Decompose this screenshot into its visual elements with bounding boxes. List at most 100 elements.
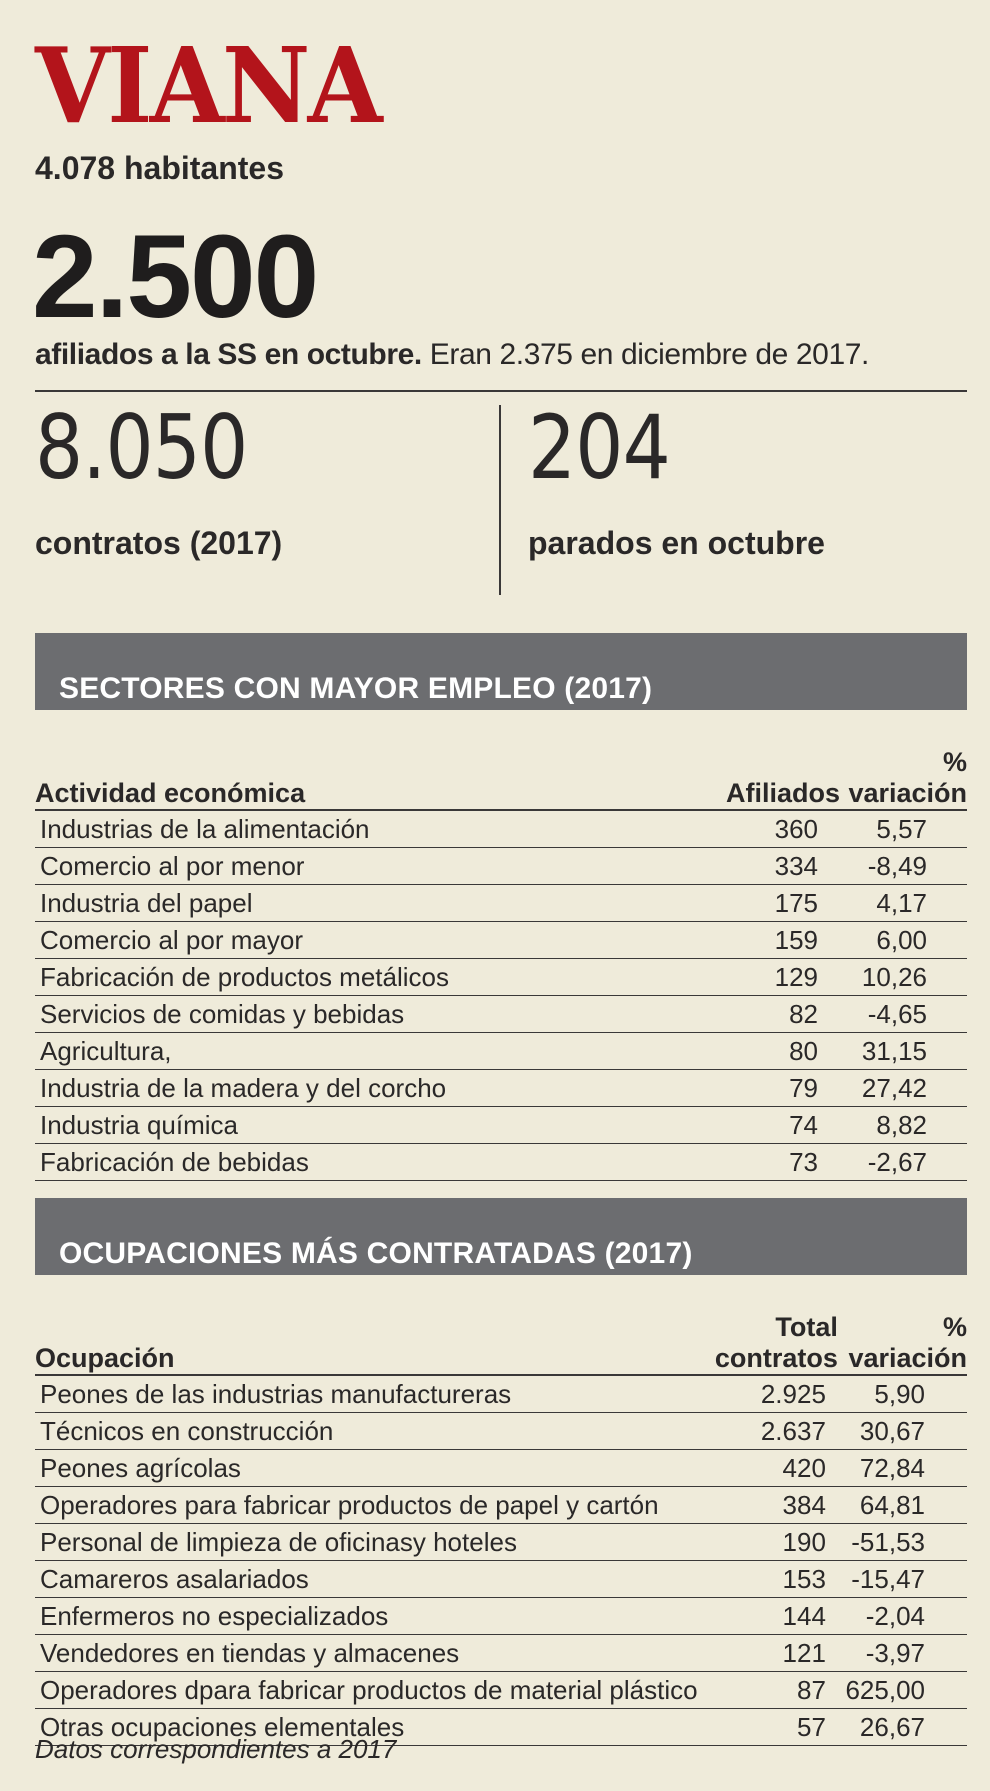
population-text: 4.078 habitantes — [35, 150, 284, 186]
row-label: Industria de la madera y del corcho — [35, 1069, 695, 1107]
row-label: Industria del papel — [35, 884, 695, 922]
table-row: Fabricación de productos metálicos 129 10,… — [35, 958, 967, 996]
unemployed-label: parados en octubre — [528, 525, 825, 561]
column-header: Ocupación — [35, 1312, 715, 1376]
row-variation: 10,26 — [840, 958, 967, 996]
town-title: VIANA — [35, 24, 383, 147]
row-label: Fabricación de productos metálicos — [35, 958, 695, 996]
row-count: 2.637 — [714, 1412, 838, 1450]
table-row: Industria de la madera y del corcho 79 27,… — [35, 1069, 967, 1107]
row-count: 190 — [714, 1523, 838, 1561]
row-count: 57 — [714, 1708, 838, 1746]
row-count: 121 — [714, 1634, 838, 1672]
row-label: Personal de limpieza de oficinasy hotele… — [35, 1523, 715, 1561]
contracts-label: contratos (2017) — [35, 525, 283, 561]
row-count: 82 — [695, 995, 840, 1033]
table-row: Camareros asalariados 153 -15,47 — [35, 1560, 967, 1598]
row-variation: -51,53 — [837, 1523, 967, 1561]
row-label: Peones de las industrias manufactureras — [35, 1375, 715, 1413]
row-variation: 4,17 — [840, 884, 967, 922]
table-row: Servicios de comidas y bebidas 82 -4,65 — [35, 995, 967, 1033]
row-label: Agricultura, — [35, 1032, 695, 1070]
row-variation: 31,15 — [840, 1032, 967, 1070]
row-count: 384 — [714, 1486, 838, 1524]
column-header: Afiliados — [695, 747, 840, 811]
table-row: Otras ocupaciones elementales 57 26,67 — [35, 1708, 967, 1746]
row-variation: 6,00 — [840, 921, 967, 959]
row-label: Enfermeros no especializados — [35, 1597, 715, 1635]
row-label: Fabricación de bebidas — [35, 1143, 695, 1181]
column-header: % variación — [837, 1312, 967, 1376]
row-label: Operadores dpara fabricar productos de m… — [35, 1671, 715, 1709]
table-row: Comercio al por menor 334 -8,49 — [35, 847, 967, 885]
row-count: 73 — [695, 1143, 840, 1181]
footnote: Datos correspondientes a 2017 — [35, 1734, 397, 1764]
row-label: Técnicos en construcción — [35, 1412, 715, 1450]
column-header: Total contratos — [714, 1312, 838, 1376]
row-variation: -3,97 — [837, 1634, 967, 1672]
row-count: 360 — [695, 810, 840, 848]
row-variation: 30,67 — [837, 1412, 967, 1450]
occupations-table: Ocupación Total contratos % variación Pe… — [35, 1312, 967, 1746]
sectors-header-band: SECTORES CON MAYOR EMPLEO (2017) — [35, 633, 967, 710]
table-row: Operadores para fabricar productos de pa… — [35, 1486, 967, 1524]
affiliates-caption-rest: Eran 2.375 en diciembre de 2017. — [421, 338, 870, 371]
row-variation: 64,81 — [837, 1486, 967, 1524]
table-row: Industrias de la alimentación 360 5,57 — [35, 810, 967, 848]
row-count: 79 — [695, 1069, 840, 1107]
row-count: 159 — [695, 921, 840, 959]
row-count: 420 — [714, 1449, 838, 1487]
stats-divider — [499, 405, 501, 595]
row-label: Operadores para fabricar productos de pa… — [35, 1486, 715, 1524]
row-count: 144 — [714, 1597, 838, 1635]
table-row: Enfermeros no especializados 144 -2,04 — [35, 1597, 967, 1635]
row-variation: 5,57 — [840, 810, 967, 848]
row-label: Otras ocupaciones elementales — [35, 1708, 715, 1746]
table-row: Agricultura, 80 31,15 — [35, 1032, 967, 1070]
occupations-title: OCUPACIONES MÁS CONTRATADAS (2017) — [59, 1237, 693, 1270]
row-label: Industria química — [35, 1106, 695, 1144]
table-header-row: Ocupación Total contratos % variación — [35, 1312, 967, 1376]
table-row: Vendedores en tiendas y almacenes 121 -3,9… — [35, 1634, 967, 1672]
row-variation: -2,67 — [840, 1143, 967, 1181]
table-row: Fabricación de bebidas 73 -2,67 — [35, 1143, 967, 1181]
row-variation: 5,90 — [837, 1375, 967, 1413]
row-label: Peones agrícolas — [35, 1449, 715, 1487]
table-row: Industria química 74 8,82 — [35, 1106, 967, 1144]
occupations-header-band: OCUPACIONES MÁS CONTRATADAS (2017) — [35, 1198, 967, 1275]
row-label: Servicios de comidas y bebidas — [35, 995, 695, 1033]
row-label: Comercio al por menor — [35, 847, 695, 885]
row-count: 334 — [695, 847, 840, 885]
table-row: Industria del papel 175 4,17 — [35, 884, 967, 922]
affiliates-number: 2.500 — [32, 211, 319, 343]
row-label: Comercio al por mayor — [35, 921, 695, 959]
table-header-row: Actividad económica Afiliados % variació… — [35, 747, 967, 811]
table-row: Técnicos en construcción 2.637 30,67 — [35, 1412, 967, 1450]
row-label: Camareros asalariados — [35, 1560, 715, 1598]
row-variation: 72,84 — [837, 1449, 967, 1487]
row-variation: -2,04 — [837, 1597, 967, 1635]
row-count: 74 — [695, 1106, 840, 1144]
row-count: 129 — [695, 958, 840, 996]
row-label: Industrias de la alimentación — [35, 810, 695, 848]
sectors-table: Actividad económica Afiliados % variació… — [35, 747, 967, 1181]
divider — [35, 390, 967, 392]
row-variation: -15,47 — [837, 1560, 967, 1598]
row-variation: -4,65 — [840, 995, 967, 1033]
row-count: 87 — [714, 1671, 838, 1709]
table-row: Operadores dpara fabricar productos de m… — [35, 1671, 967, 1709]
unemployed-number: 204 — [528, 396, 671, 499]
table-row: Peones agrícolas 420 72,84 — [35, 1449, 967, 1487]
table-row: Personal de limpieza de oficinasy hotele… — [35, 1523, 967, 1561]
contracts-number: 8.050 — [35, 396, 248, 499]
table-row: Comercio al por mayor 159 6,00 — [35, 921, 967, 959]
table-row: Peones de las industrias manufactureras 2… — [35, 1375, 967, 1413]
sectors-title: SECTORES CON MAYOR EMPLEO (2017) — [59, 672, 653, 705]
affiliates-caption-bold: afiliados a la SS en octubre. — [35, 338, 422, 371]
row-count: 153 — [714, 1560, 838, 1598]
row-label: Vendedores en tiendas y almacenes — [35, 1634, 715, 1672]
row-variation: 8,82 — [840, 1106, 967, 1144]
row-variation: 26,67 — [837, 1708, 967, 1746]
row-count: 2.925 — [714, 1375, 838, 1413]
affiliates-caption: afiliados a la SS en octubre. Eran 2.375… — [35, 338, 869, 372]
